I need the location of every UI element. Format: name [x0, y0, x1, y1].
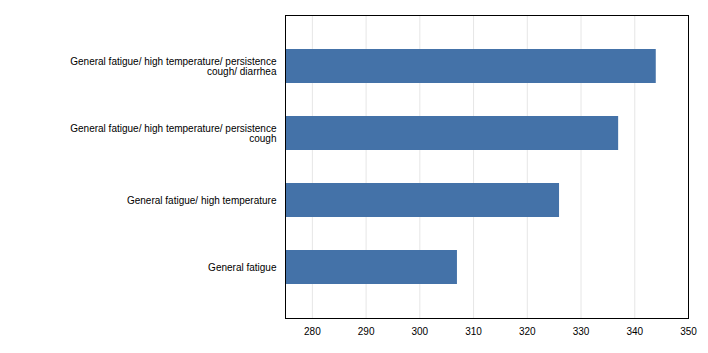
svg-text:320: 320	[519, 326, 536, 337]
svg-text:General fatigue/ high temperat: General fatigue/ high temperature	[127, 195, 277, 206]
svg-text:290: 290	[358, 326, 375, 337]
svg-text:General fatigue/ high temperat: General fatigue/ high temperature/ persi…	[70, 56, 277, 77]
svg-text:280: 280	[304, 326, 321, 337]
svg-text:330: 330	[573, 326, 590, 337]
svg-text:General fatigue: General fatigue	[208, 262, 277, 273]
svg-text:340: 340	[626, 326, 643, 337]
svg-text:350: 350	[680, 326, 697, 337]
svg-text:300: 300	[411, 326, 428, 337]
svg-text:General fatigue/ high temperat: General fatigue/ high temperature/ persi…	[70, 123, 277, 144]
svg-text:310: 310	[465, 326, 482, 337]
